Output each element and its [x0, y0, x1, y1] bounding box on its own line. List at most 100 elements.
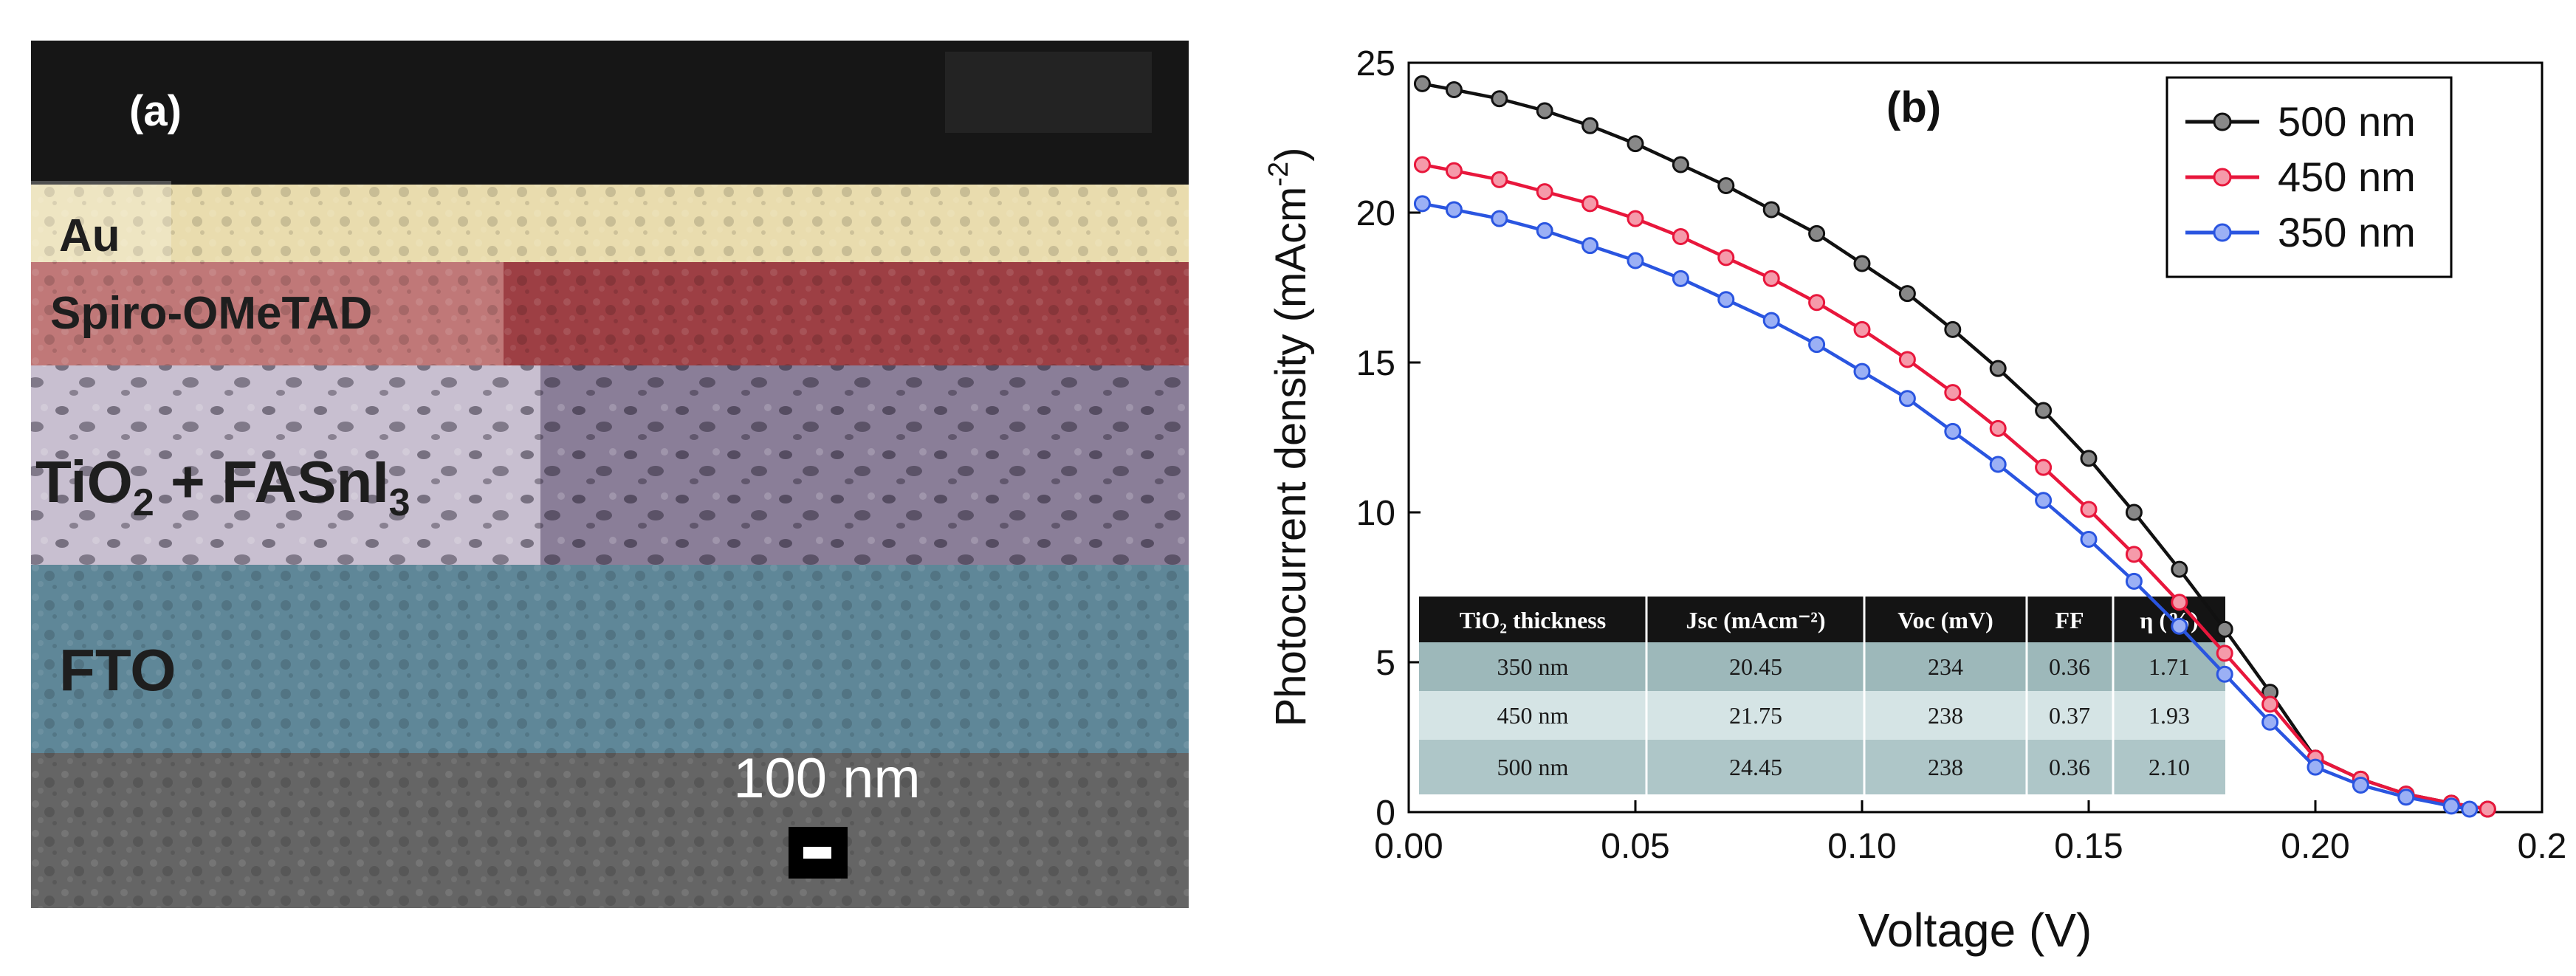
table-row-bg-1	[1419, 642, 2225, 691]
y-tick-label: 25	[1356, 44, 1395, 83]
table-cell: 0.36	[2049, 754, 2090, 780]
layer-fto-texture	[31, 565, 1189, 753]
data-point	[1989, 456, 2007, 473]
table-header-jsc: Jsc (mAcm⁻²)	[1686, 607, 1825, 633]
table-cell: 2.10	[2149, 754, 2190, 780]
x-axis-label: Voltage (V)	[1858, 904, 2092, 957]
data-point	[1853, 255, 1871, 272]
data-point	[1717, 249, 1735, 267]
table-cell: 0.36	[2049, 653, 2090, 680]
table-cell: 24.45	[1729, 754, 1782, 780]
table-cell: 1.93	[2149, 702, 2190, 729]
panel-b-label: (b)	[1886, 83, 1941, 131]
x-tick-label: 0.10	[1827, 827, 1896, 866]
substrate-texture	[31, 753, 1189, 908]
legend-marker-350	[2213, 223, 2232, 242]
data-point	[2125, 572, 2143, 590]
tio2-mid: + FASnI	[154, 449, 389, 515]
data-point	[1944, 384, 1962, 402]
data-point	[1898, 351, 1916, 368]
data-point	[1989, 419, 2007, 437]
data-point	[2171, 617, 2188, 635]
data-point	[2442, 797, 2460, 815]
table-col-dividers	[1645, 597, 2115, 794]
table-row-bg-2	[1419, 691, 2225, 740]
table-cell: 238	[1928, 702, 1963, 729]
data-point	[2080, 531, 2098, 549]
data-point	[1717, 291, 1735, 309]
data-point	[1898, 285, 1916, 303]
table-header-thickness: TiO₂ thickness	[1460, 607, 1606, 633]
x-axis-ticks: 0.00 0.05 0.10 0.15 0.20 0.2	[1374, 800, 2566, 866]
data-point	[2461, 800, 2479, 818]
layer-tio2-pores	[31, 365, 1189, 565]
data-point	[1672, 269, 1689, 287]
table-cell: 500 nm	[1497, 754, 1569, 780]
legend-label-500: 500 nm	[2278, 98, 2416, 145]
tio2-sub: 2	[133, 481, 154, 524]
layer-label-au: Au	[59, 210, 120, 261]
legend-label-350: 350 nm	[2278, 209, 2416, 255]
layer-label-spiro: Spiro-OMeTAD	[50, 288, 372, 339]
data-point	[1536, 183, 1553, 201]
y-tick-label: 15	[1356, 344, 1395, 383]
x-tick-label: 0.20	[2281, 827, 2349, 866]
x-tick-label: 0.00	[1374, 827, 1443, 866]
legend-label-450: 450 nm	[2278, 154, 2416, 200]
data-point	[1581, 117, 1599, 134]
table-row-bg-3	[1419, 740, 2225, 794]
y-axis-label-sup: -2	[1263, 162, 1294, 187]
scale-bar	[803, 847, 831, 859]
data-point	[1581, 237, 1599, 255]
data-point	[2216, 645, 2233, 662]
data-point	[1762, 312, 1780, 329]
layer-label-tio2: TiO2 + FASnI3	[35, 449, 411, 524]
data-point	[1898, 390, 1916, 408]
data-point	[1672, 227, 1689, 245]
panel-b: (b) 0 5 10 15 20 25 0.00 0.05 0.10 0.15 0.20 0.2 V…	[1263, 44, 2566, 957]
data-point	[1853, 362, 1871, 380]
data-point	[2397, 788, 2415, 806]
data-point	[2307, 758, 2324, 776]
data-point	[2035, 402, 2053, 419]
table-header-eta: η (%)	[2140, 607, 2198, 633]
table-cell: 21.75	[1729, 702, 1782, 729]
data-point	[1581, 195, 1599, 213]
data-point	[2216, 620, 2233, 638]
x-tick-label: 0.05	[1601, 827, 1669, 866]
data-point	[2125, 546, 2143, 563]
data-point	[2479, 800, 2496, 818]
data-point	[1536, 221, 1553, 239]
legend: 500 nm 450 nm 350 nm	[2165, 76, 2453, 278]
data-table: TiO₂ thickness Jsc (mAcm⁻²) Voc (mV) FF …	[1419, 597, 2225, 794]
data-point	[1445, 81, 1463, 99]
table-cell: 0.37	[2049, 702, 2090, 729]
data-point	[1491, 210, 1508, 227]
data-point	[2080, 501, 2098, 518]
layer-label-fto: FTO	[59, 637, 176, 703]
x-tick-label: 0.15	[2054, 827, 2123, 866]
y-tick-label: 0	[1375, 794, 1395, 833]
plot-frame	[1407, 61, 2544, 814]
data-point	[1445, 162, 1463, 179]
data-point	[1627, 135, 1644, 153]
data-point	[1491, 90, 1508, 108]
data-point	[1808, 224, 1826, 242]
table-cell: 234	[1928, 653, 1963, 680]
legend-marker-500	[2213, 112, 2232, 131]
y-tick-label: 5	[1375, 644, 1395, 683]
data-point	[1808, 294, 1826, 312]
data-point	[2261, 713, 2279, 731]
data-point	[2035, 458, 2053, 476]
data-point	[1491, 171, 1508, 188]
data-point	[2080, 450, 2098, 467]
data-point	[2261, 695, 2279, 713]
scale-bar-label: 100 nm	[733, 747, 921, 810]
data-point	[2171, 560, 2188, 578]
data-point	[1445, 201, 1463, 219]
tio2-main: TiO	[35, 449, 133, 515]
y-axis-label-main: Photocurrent density (mAcm	[1267, 187, 1315, 727]
table-cell: 1.71	[2149, 653, 2190, 680]
data-point	[1944, 422, 1962, 440]
y-tick-label: 10	[1356, 494, 1395, 533]
